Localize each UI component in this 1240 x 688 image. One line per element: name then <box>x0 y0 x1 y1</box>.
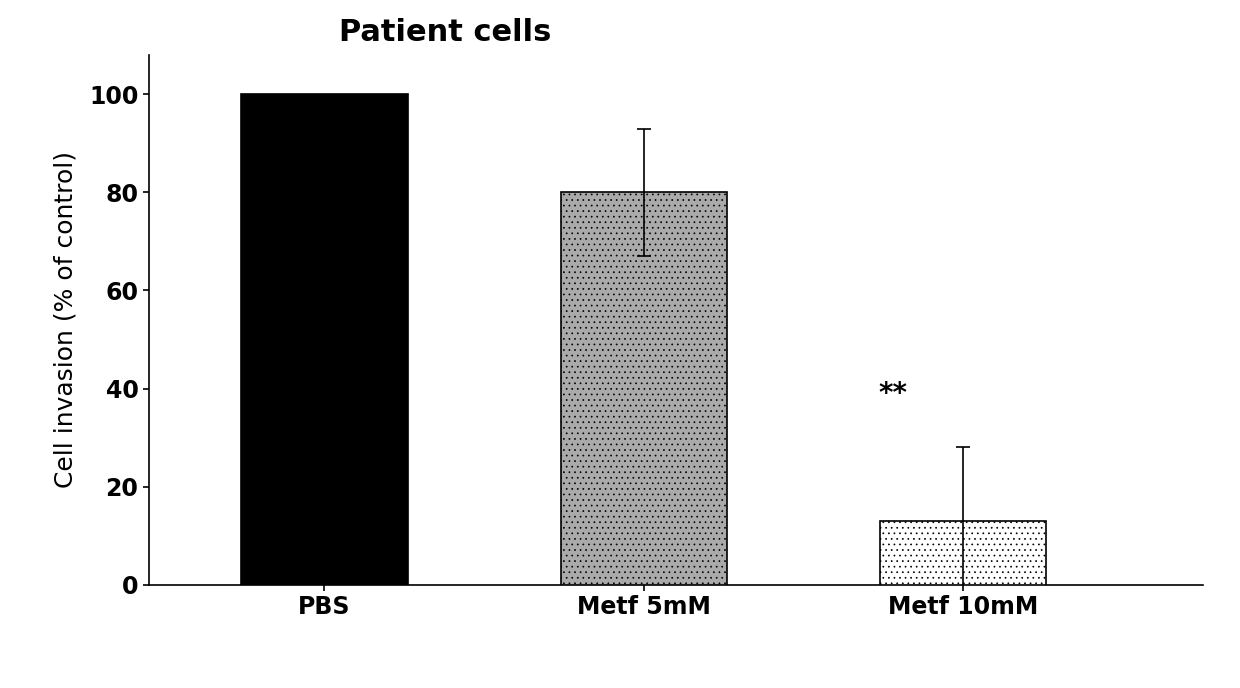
Text: Patient cells: Patient cells <box>339 18 551 47</box>
Bar <box>560 193 727 585</box>
Text: **: ** <box>878 380 908 408</box>
Bar <box>242 94 408 585</box>
Y-axis label: Cell invasion (% of control): Cell invasion (% of control) <box>53 151 78 488</box>
Bar <box>880 521 1047 585</box>
